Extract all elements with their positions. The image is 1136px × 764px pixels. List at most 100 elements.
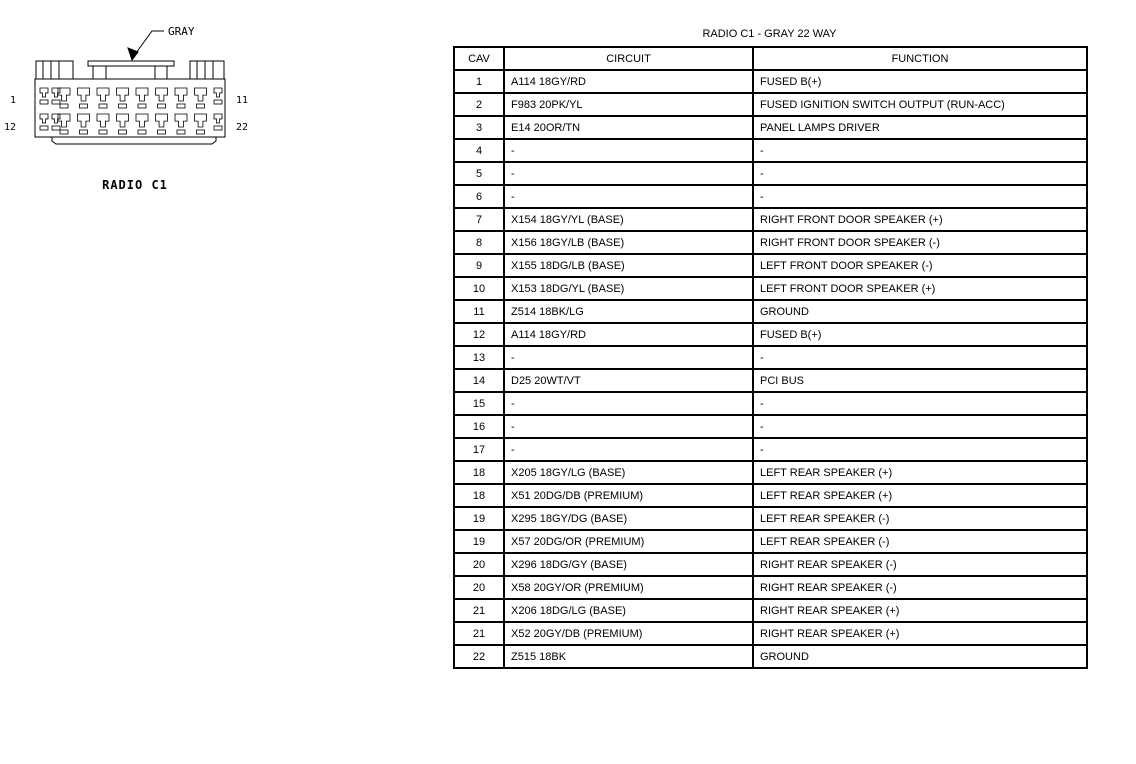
terminal-cavity xyxy=(213,113,223,124)
function-cell: FUSED B(+) xyxy=(752,69,1088,94)
table-row: 3 E14 20OR/TN PANEL LAMPS DRIVER xyxy=(453,115,1088,140)
function-cell: RIGHT FRONT DOOR SPEAKER (-) xyxy=(752,230,1088,255)
terminal-lock xyxy=(176,103,186,109)
terminal-lock xyxy=(137,129,147,135)
terminal-cavity xyxy=(155,113,168,128)
circuit-cell: Z515 18BK xyxy=(503,644,754,669)
table-row: 6-- xyxy=(453,184,1088,209)
table-row: 21 X206 18DG/LG (BASE) RIGHT REAR SPEAKER … xyxy=(453,598,1088,623)
terminal-cavity xyxy=(135,87,149,102)
cav-cell: 17 xyxy=(453,437,505,462)
cav-cell: 18 xyxy=(453,483,505,508)
circuit-cell: X153 18DG/YL (BASE) xyxy=(503,276,754,301)
terminal-lock xyxy=(196,103,205,109)
terminal-lock xyxy=(79,129,88,135)
terminal-lock xyxy=(39,99,49,105)
circuit-cell: - xyxy=(503,138,754,163)
table-title: RADIO C1 - GRAY 22 WAY xyxy=(702,28,837,40)
cav-cell: 10 xyxy=(453,276,505,301)
table-row: 21 X52 20GY/DB (PREMIUM) RIGHT REAR SPEAKE… xyxy=(453,621,1088,646)
circuit-cell: X52 20GY/DB (PREMIUM) xyxy=(503,621,754,646)
circuit-cell: X154 18GY/YL (BASE) xyxy=(503,207,754,232)
cav-cell: 16 xyxy=(453,414,505,439)
terminal-cavity xyxy=(96,113,110,128)
terminal-cavity xyxy=(194,87,207,102)
function-cell: LEFT REAR SPEAKER (+) xyxy=(752,483,1088,508)
function-cell: RIGHT REAR SPEAKER (-) xyxy=(752,575,1088,600)
table-row: 16- - xyxy=(453,414,1088,439)
circuit-cell: - xyxy=(503,437,754,462)
cav-cell: 15 xyxy=(453,391,505,416)
terminal-lock xyxy=(59,129,69,135)
cav-cell: 5 xyxy=(453,161,505,186)
circuit-cell: E14 20OR/TN xyxy=(503,115,754,140)
function-cell: - xyxy=(752,437,1088,462)
terminal-lock xyxy=(79,103,88,109)
cav-cell: 11 xyxy=(453,299,505,324)
table-row: 8 X156 18GY/LB (BASE) RIGHT FRONT DOOR SPE… xyxy=(453,230,1088,255)
circuit-cell: A114 18GY/RD xyxy=(503,322,754,347)
circuit-cell: X295 18GY/DG (BASE) xyxy=(503,506,754,531)
cav-cell: 4 xyxy=(453,138,505,163)
cav-cell: 19 xyxy=(453,506,505,531)
function-cell: RIGHT REAR SPEAKER (+) xyxy=(752,598,1088,623)
circuit-cell: D25 20WT/VT xyxy=(503,368,754,393)
function-cell: - xyxy=(752,391,1088,416)
table-row: 2 F983 20PK/YL FUSED IGNITION SWITCH OUTPU… xyxy=(453,92,1088,117)
terminal-cavity xyxy=(116,87,129,102)
terminal-cavity xyxy=(57,113,71,128)
cav-cell: 7 xyxy=(453,207,505,232)
circuit-cell: A114 18GY/RD xyxy=(503,69,754,94)
pin-label-12: 12 xyxy=(4,122,16,133)
circuit-cell: X51 20DG/DB (PREMIUM) xyxy=(503,483,754,508)
table-row: 22 Z515 18BK GROUND xyxy=(453,644,1088,669)
terminal-cavity xyxy=(39,113,49,124)
header-function: FUNCTION xyxy=(752,46,1088,71)
function-cell: RIGHT FRONT DOOR SPEAKER (+) xyxy=(752,207,1088,232)
table-row: 11 Z514 18BK/LG GROUND xyxy=(453,299,1088,324)
function-cell: LEFT FRONT DOOR SPEAKER (+) xyxy=(752,276,1088,301)
circuit-cell: X155 18DG/LB (BASE) xyxy=(503,253,754,278)
table-row: 20 X58 20GY/OR (PREMIUM) RIGHT REAR SPEAKE… xyxy=(453,575,1088,600)
cav-cell: 14 xyxy=(453,368,505,393)
table-header-row: CAV CIRCUIT FUNCTION xyxy=(453,46,1088,71)
terminal-lock xyxy=(213,125,223,131)
pin-label-11: 11 xyxy=(236,95,248,106)
terminal-cavity xyxy=(96,87,110,102)
terminal-lock xyxy=(157,129,166,135)
circuit-cell: - xyxy=(503,391,754,416)
circuit-cell: X58 20GY/OR (PREMIUM) xyxy=(503,575,754,600)
function-cell: RIGHT REAR SPEAKER (-) xyxy=(752,552,1088,577)
terminal-lock xyxy=(98,103,108,109)
table-row: 19 X57 20DG/OR (PREMIUM) LEFT REAR SPEAKER… xyxy=(453,529,1088,554)
function-cell: - xyxy=(752,161,1088,186)
circuit-cell: X57 20DG/OR (PREMIUM) xyxy=(503,529,754,554)
terminal-lock xyxy=(157,103,166,109)
function-cell: FUSED IGNITION SWITCH OUTPUT (RUN-ACC) xyxy=(752,92,1088,117)
function-cell: - xyxy=(752,345,1088,370)
function-cell: LEFT REAR SPEAKER (+) xyxy=(752,460,1088,485)
terminal-cavity xyxy=(77,87,90,102)
function-cell: FUSED B(+) xyxy=(752,322,1088,347)
pin-label-22: 22 xyxy=(236,122,248,133)
terminal-cavity xyxy=(51,113,61,124)
table-row: 10 X153 18DG/YL (BASE) LEFT FRONT DOOR SPE… xyxy=(453,276,1088,301)
color-callout: GRAY xyxy=(168,25,195,38)
table-row: 18 X205 18GY/LG (BASE) LEFT REAR SPEAKER (… xyxy=(453,460,1088,485)
terminal-lock xyxy=(98,129,108,135)
function-cell: LEFT REAR SPEAKER (-) xyxy=(752,506,1088,531)
connector-title: RADIO C1 xyxy=(102,178,168,192)
function-cell: PANEL LAMPS DRIVER xyxy=(752,115,1088,140)
table-row: 14 D25 20WT/VT PCI BUS xyxy=(453,368,1088,393)
table-row: 4-- xyxy=(453,138,1088,163)
header-circuit: CIRCUIT xyxy=(503,46,754,71)
table-row: 19 X295 18GY/DG (BASE) LEFT REAR SPEAKER (… xyxy=(453,506,1088,531)
function-cell: - xyxy=(752,414,1088,439)
cav-cell: 20 xyxy=(453,575,505,600)
function-cell: GROUND xyxy=(752,644,1088,669)
circuit-cell: X206 18DG/LG (BASE) xyxy=(503,598,754,623)
terminal-cavity xyxy=(174,113,188,128)
function-cell: LEFT FRONT DOOR SPEAKER (-) xyxy=(752,253,1088,278)
terminal-lock xyxy=(59,103,69,109)
table-row: 5-- xyxy=(453,161,1088,186)
